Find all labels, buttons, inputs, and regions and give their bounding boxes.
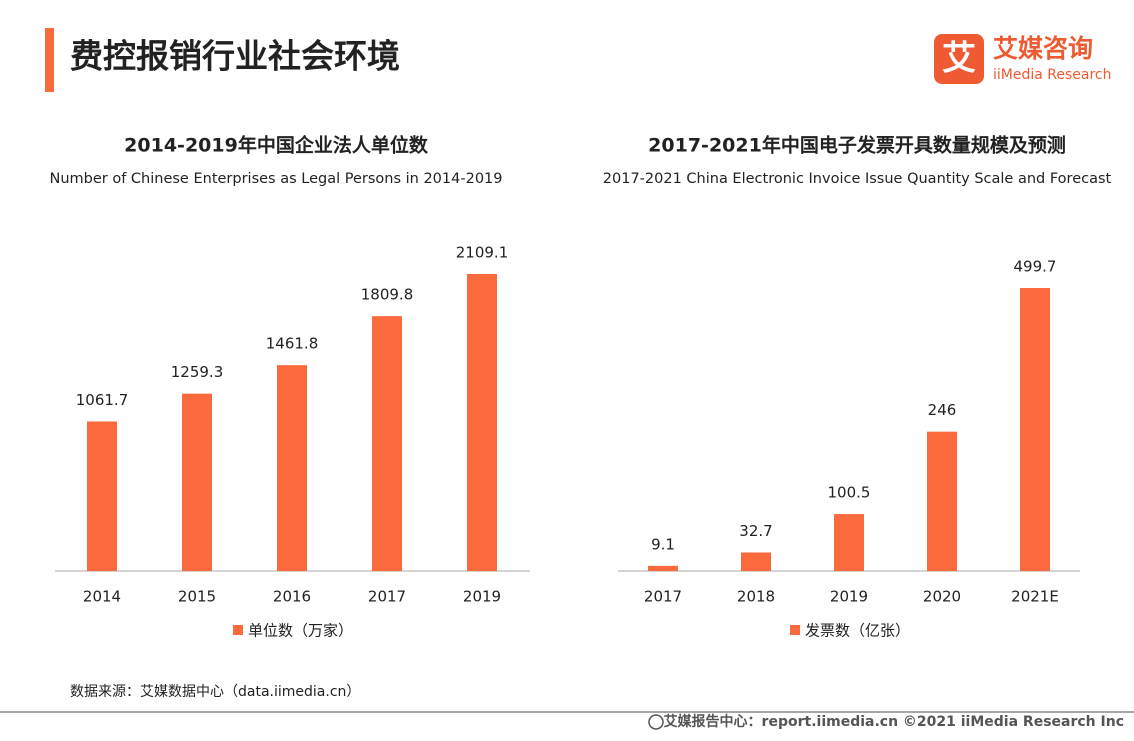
legend-label: 单位数（万家） — [248, 622, 353, 640]
value-label: 1809.8 — [361, 286, 414, 304]
footer-icon — [648, 714, 664, 730]
legend-swatch — [233, 625, 243, 635]
x-tick-label: 2016 — [273, 588, 311, 606]
value-label: 32.7 — [739, 522, 772, 540]
bar — [834, 514, 864, 571]
chart-title: 2014-2019年中国企业法人单位数 — [124, 134, 429, 157]
bar — [741, 552, 771, 571]
value-label: 9.1 — [651, 535, 675, 553]
bar — [277, 365, 307, 571]
source: 数据来源：艾媒数据中心（data.iimedia.cn） — [70, 684, 360, 700]
x-tick-label: 2020 — [923, 588, 961, 606]
bar — [372, 316, 402, 571]
logo-en: iiMedia Research — [993, 67, 1112, 83]
page-title: 费控报销行业社会环境 — [70, 37, 400, 76]
chart-subtitle: Number of Chinese Enterprises as Legal P… — [49, 171, 502, 187]
bar — [648, 565, 678, 571]
x-tick-label: 2014 — [83, 588, 121, 606]
title-accent — [45, 28, 54, 92]
value-label: 100.5 — [828, 484, 871, 502]
x-tick-label: 2015 — [178, 588, 216, 606]
x-tick-label: 2017 — [644, 588, 682, 606]
chart-title: 2017-2021年中国电子发票开具数量规模及预测 — [648, 134, 1066, 157]
value-label: 246 — [928, 401, 957, 419]
bar — [1020, 288, 1050, 571]
chart-subtitle: 2017-2021 China Electronic Invoice Issue… — [603, 171, 1112, 187]
value-label: 1061.7 — [76, 391, 129, 409]
bar — [182, 393, 212, 571]
x-tick-label: 2017 — [368, 588, 406, 606]
x-tick-label: 2018 — [737, 588, 775, 606]
logo-name: 艾媒咨询 — [993, 34, 1093, 63]
legend-label: 发票数（亿张） — [805, 622, 910, 640]
bar — [87, 421, 117, 571]
logo-mark: 艾 — [942, 39, 976, 79]
footer: 艾媒报告中心：report.iimedia.cn ©2021 iiMedia R… — [664, 713, 1124, 730]
x-tick-label: 2019 — [830, 588, 868, 606]
value-label: 1461.8 — [266, 335, 319, 353]
value-label: 499.7 — [1014, 258, 1057, 276]
bar — [927, 431, 957, 571]
logo-box — [934, 34, 984, 84]
value-label: 1259.3 — [171, 363, 224, 381]
bar — [467, 274, 497, 571]
value-label: 2109.1 — [456, 244, 509, 262]
legend-swatch — [790, 625, 800, 635]
x-tick-label: 2021E — [1011, 588, 1059, 606]
x-tick-label: 2019 — [463, 588, 501, 606]
